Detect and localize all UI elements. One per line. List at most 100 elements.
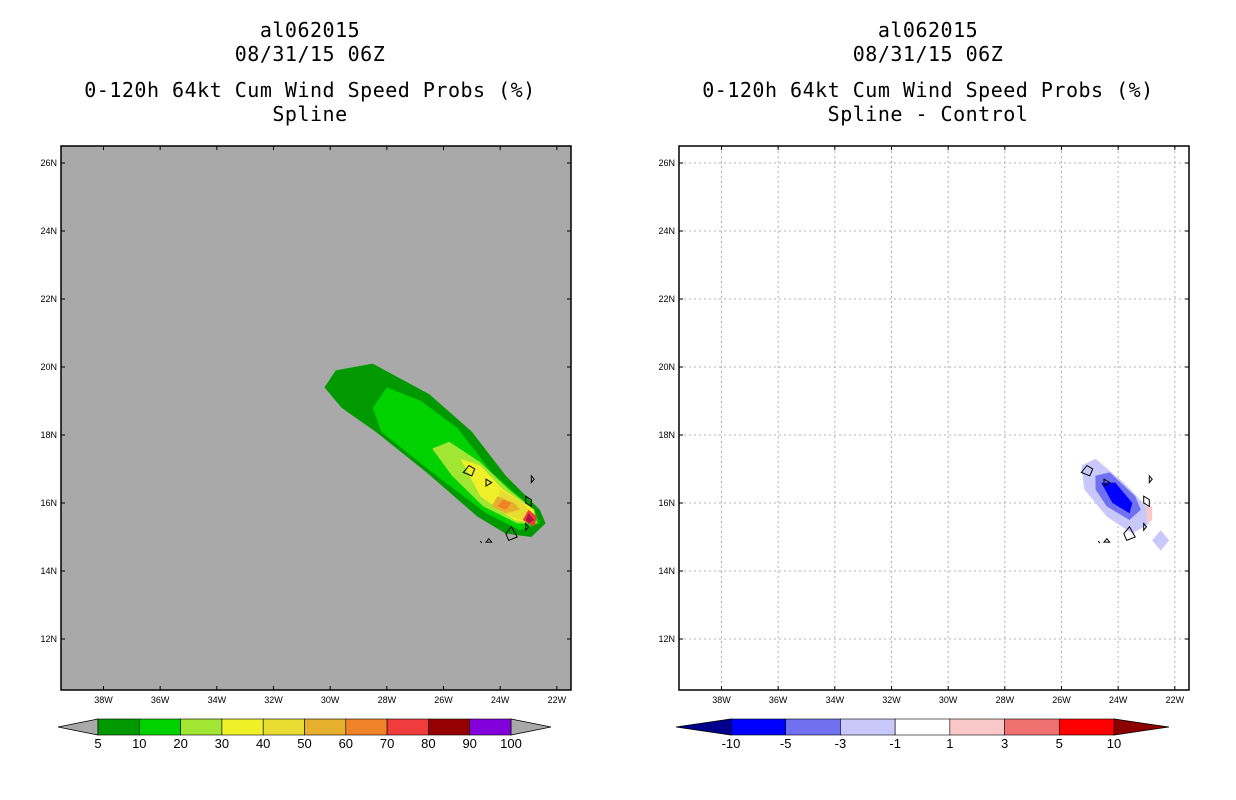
island-outline xyxy=(530,474,535,484)
island-outline xyxy=(505,525,518,542)
colorbar-label: 5 xyxy=(94,736,101,751)
colorbar-label: 10 xyxy=(1107,736,1121,751)
colorbar-label: 80 xyxy=(421,736,435,751)
colorbar-label: 30 xyxy=(215,736,229,751)
x-tick-label: 38W xyxy=(94,695,113,705)
y-tick-label: 12N xyxy=(658,634,675,644)
colorbar-swatch xyxy=(949,718,1005,736)
y-tick-label: 24N xyxy=(40,226,57,236)
x-tick-label: 24W xyxy=(1109,695,1128,705)
x-tick-label: 28W xyxy=(378,695,397,705)
colorbar-swatch xyxy=(97,718,140,736)
left-datetime: 08/31/15 06Z xyxy=(234,42,386,66)
x-tick-label: 26W xyxy=(1052,695,1071,705)
island-outline xyxy=(1143,522,1148,532)
colorbar-over-arrow xyxy=(1113,718,1170,736)
colorbar-label: 3 xyxy=(1001,736,1008,751)
left-map-panel: 38W 36W 34W 32W 30W 28W 26W 24W 22W 12N 14N 16N 18N 2… xyxy=(40,145,572,705)
y-tick-label: 16N xyxy=(40,498,57,508)
plot-frame xyxy=(678,145,1190,691)
colorbar-label: 70 xyxy=(380,736,394,751)
colorbar-label: 1 xyxy=(946,736,953,751)
colorbar-swatch xyxy=(386,718,429,736)
right-datetime: 08/31/15 06Z xyxy=(852,42,1004,66)
colorbar-label: 50 xyxy=(297,736,311,751)
x-tick-label: 34W xyxy=(826,695,845,705)
x-tick-label: 32W xyxy=(264,695,283,705)
y-tick-label: 18N xyxy=(658,430,675,440)
colorbar-swatch xyxy=(221,718,264,736)
colorbar-label: 40 xyxy=(256,736,270,751)
y-tick-label: 16N xyxy=(658,498,675,508)
island-outline xyxy=(525,495,532,508)
x-tick-label: 30W xyxy=(939,695,958,705)
x-tick-label: 36W xyxy=(151,695,170,705)
plot-background xyxy=(61,146,571,690)
x-tick-label: 38W xyxy=(712,695,731,705)
y-tick-label: 26N xyxy=(658,158,675,168)
x-tick-label: 36W xyxy=(769,695,788,705)
island-outline xyxy=(525,522,530,532)
colorbar-swatch xyxy=(1058,718,1115,736)
colorbar-label: 60 xyxy=(339,736,353,751)
right-subtitle: Spline - Control xyxy=(827,102,1029,126)
right-panel-header: al062015 08/31/15 06Z 0-120h 64kt Cum Wi… xyxy=(618,18,1236,126)
island-outline xyxy=(462,464,476,477)
colorbar-under-arrow xyxy=(57,718,99,736)
left-colorbar: 5 10 20 30 40 50 60 70 80 90 100 xyxy=(57,718,552,751)
island-outline xyxy=(1143,495,1150,508)
right-product-title: 0-120h 64kt Cum Wind Speed Probs (%) xyxy=(702,78,1154,102)
colorbar-swatch xyxy=(345,718,388,736)
colorbar-over-arrow xyxy=(510,718,552,736)
island-outline xyxy=(1103,478,1111,487)
y-tick-label: 12N xyxy=(40,634,57,644)
contour-level-60 xyxy=(497,499,512,510)
left-product-title: 0-120h 64kt Cum Wind Speed Probs (%) xyxy=(84,78,536,102)
contour-level-neg1 xyxy=(1152,530,1170,551)
y-tick-label: 22N xyxy=(658,294,675,304)
contour-level-neg5 xyxy=(1101,482,1133,514)
island-outline xyxy=(1102,537,1111,543)
x-tick-label: 22W xyxy=(548,695,567,705)
island-outline xyxy=(1148,474,1153,484)
x-tick-label: 22W xyxy=(1166,695,1185,705)
island-outline xyxy=(1080,464,1094,477)
colorbar-label: 100 xyxy=(500,736,522,751)
colorbar-label: -10 xyxy=(722,736,741,751)
y-tick-label: 26N xyxy=(40,158,57,168)
island-outline xyxy=(1097,540,1101,544)
x-tick-label: 26W xyxy=(434,695,453,705)
left-storm-id: al062015 xyxy=(259,18,361,42)
colorbar-swatch xyxy=(304,718,347,736)
colorbar-under-arrow xyxy=(675,718,732,736)
island-outline xyxy=(479,540,483,544)
y-tick-label: 18N xyxy=(40,430,57,440)
colorbar-label: 10 xyxy=(132,736,146,751)
colorbar-swatch xyxy=(730,718,787,736)
x-tick-label: 34W xyxy=(208,695,227,705)
plot-background xyxy=(679,146,1189,690)
x-tick-label: 30W xyxy=(321,695,340,705)
y-tick-label: 22N xyxy=(40,294,57,304)
colorbar-label: 20 xyxy=(173,736,187,751)
colorbar-label: -1 xyxy=(889,736,901,751)
island-outline xyxy=(484,537,493,543)
colorbar-swatch xyxy=(1004,718,1060,736)
x-tick-label: 32W xyxy=(882,695,901,705)
colorbar-label: -3 xyxy=(835,736,847,751)
colorbar-swatch xyxy=(894,718,951,736)
y-tick-label: 20N xyxy=(40,362,57,372)
left-subtitle: Spline xyxy=(272,102,348,126)
colorbar-swatch xyxy=(785,718,841,736)
colorbar-swatch xyxy=(262,718,305,736)
contour-level-80 xyxy=(525,513,535,524)
colorbar-label: 90 xyxy=(462,736,476,751)
right-storm-id: al062015 xyxy=(877,18,979,42)
plot-frame xyxy=(60,145,572,691)
colorbar-swatch xyxy=(180,718,223,736)
colorbar-swatch xyxy=(840,718,896,736)
right-map-panel: 38W 36W 34W 32W 30W 28W 26W 24W 22W 12N 14N 16N 18N 2… xyxy=(658,145,1190,705)
colorbar-swatch xyxy=(469,718,512,736)
colorbar-label: 5 xyxy=(1056,736,1063,751)
